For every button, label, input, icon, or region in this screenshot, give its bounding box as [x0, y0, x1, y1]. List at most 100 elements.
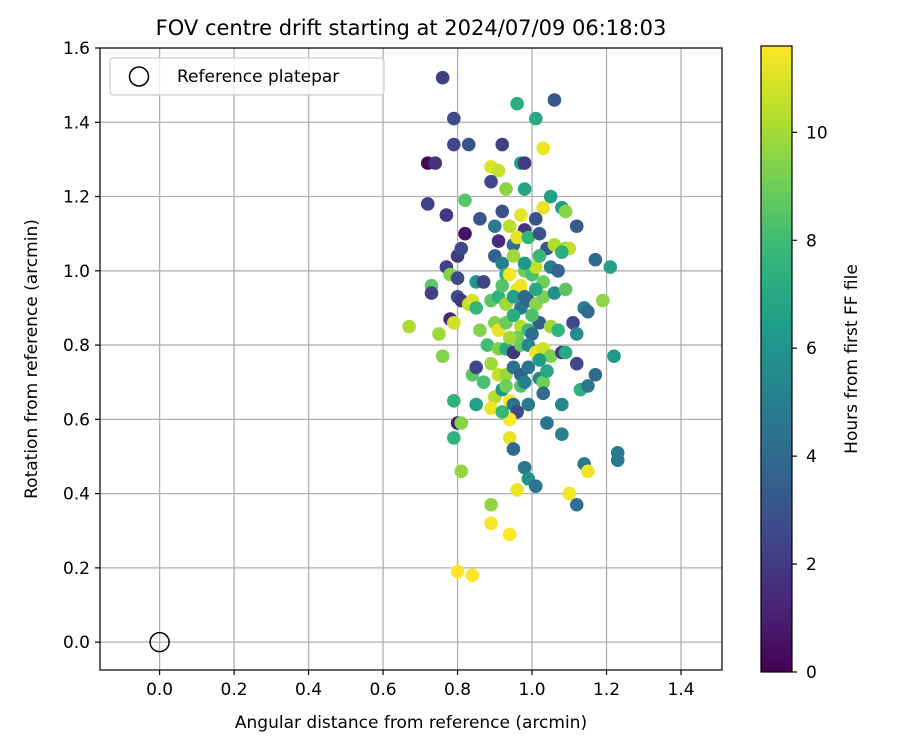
scatter-point	[603, 260, 618, 274]
scatter-point	[517, 182, 532, 196]
scatter-point	[569, 219, 584, 234]
scatter-point	[521, 397, 536, 412]
scatter-point	[536, 386, 551, 401]
scatter-point	[458, 226, 472, 241]
scatter-point	[502, 219, 517, 234]
scatter-point	[428, 156, 443, 170]
scatter-point	[488, 219, 502, 234]
colorbar-tick-label: 10	[806, 123, 828, 143]
scatter-point	[510, 96, 524, 111]
scatter-point	[424, 286, 439, 300]
legend-entry-reference: Reference platepar	[177, 67, 339, 87]
colorbar-tick-label: 8	[806, 231, 817, 251]
colorbar-tick-label: 2	[806, 555, 817, 575]
scatter-point	[558, 204, 573, 219]
scatter-point	[528, 212, 543, 226]
scatter-point	[521, 360, 536, 375]
colorbar-tick-label: 6	[806, 339, 817, 359]
scatter-point	[495, 204, 510, 219]
scatter-point	[588, 252, 603, 267]
colorbar-label: Hours from first FF file	[842, 264, 862, 454]
scatter-point	[476, 275, 491, 289]
scatter-point	[506, 308, 521, 323]
scatter-point	[495, 278, 510, 293]
scatter-point	[517, 375, 532, 390]
grid	[100, 47, 722, 670]
scatter-point	[450, 564, 465, 579]
scatter-point	[525, 327, 539, 341]
scatter-point	[499, 182, 513, 196]
scatter-point	[491, 163, 506, 178]
scatter-point	[506, 290, 521, 304]
scatter-point	[525, 308, 539, 323]
scatter-point	[495, 256, 510, 271]
scatter-point	[502, 330, 517, 345]
scatter-point	[569, 356, 584, 371]
scatter-point	[532, 249, 547, 263]
scatter-point	[540, 364, 554, 378]
y-axis-ticks: 0.0 0.2 0.4 0.6 0.8 1.0 1.2 1.4 1.6	[63, 39, 100, 653]
scatter-point	[447, 137, 461, 152]
scatter-point	[465, 568, 480, 583]
scatter-point	[454, 241, 469, 256]
scatter-point	[502, 431, 517, 445]
scatter-point	[532, 353, 547, 367]
scatter-point	[581, 304, 595, 319]
scatter-point	[435, 70, 450, 85]
reference-platepar-marker	[149, 631, 170, 653]
scatter-point	[461, 137, 476, 152]
scatter-point	[480, 338, 495, 352]
scatter-point	[569, 497, 584, 512]
scatter-point	[514, 208, 528, 222]
scatter-point	[540, 416, 554, 430]
scatter-point	[555, 427, 569, 441]
scatter-point	[547, 93, 562, 107]
x-tick-label: 0.0	[146, 680, 173, 700]
x-tick-label: 1.0	[519, 680, 546, 700]
y-tick-label: 0.4	[63, 485, 90, 505]
scatter-point	[528, 260, 543, 274]
scatter-point	[439, 208, 454, 222]
scatter-point	[432, 327, 446, 341]
scatter-point	[495, 405, 510, 419]
scatter-point	[484, 497, 498, 512]
scatter-point	[454, 416, 469, 430]
scatter-points	[402, 70, 625, 583]
scatter-point	[447, 393, 461, 408]
scatter-point	[555, 397, 569, 412]
scatter-point	[558, 282, 573, 297]
scatter-point	[454, 464, 469, 479]
scatter-point	[555, 245, 569, 260]
scatter-point	[596, 293, 610, 308]
colorbar-ticks: 0 2 4 6 8 10	[792, 123, 828, 683]
scatter-point	[547, 286, 562, 300]
scatter-point	[588, 367, 603, 382]
x-tick-label: 0.4	[295, 680, 322, 700]
colorbar-tick-label: 4	[806, 447, 817, 467]
scatter-point	[447, 431, 461, 445]
scatter-point	[528, 479, 543, 493]
y-tick-label: 1.6	[63, 39, 90, 59]
scatter-point	[473, 323, 487, 338]
scatter-point	[469, 360, 483, 375]
colorbar-tick-label: 0	[806, 663, 817, 683]
plot-frame	[99, 47, 723, 671]
scatter-point	[536, 200, 551, 215]
x-tick-label: 0.2	[221, 680, 248, 700]
reference-layer	[149, 631, 170, 653]
scatter-point	[581, 379, 595, 393]
scatter-point	[514, 278, 528, 293]
scatter-point	[502, 267, 517, 282]
scatter-point	[495, 137, 510, 152]
y-axis-label: Rotation from reference (arcmin)	[22, 219, 42, 499]
y-tick-label: 1.4	[63, 113, 90, 133]
scatter-point	[610, 453, 625, 467]
scatter-point	[447, 315, 461, 330]
scatter-point	[484, 356, 498, 371]
scatter-point	[517, 290, 532, 304]
scatter-point	[484, 401, 498, 416]
legend-marker-reference	[128, 66, 150, 87]
scatter-point	[551, 323, 565, 338]
y-tick-label: 0.6	[63, 410, 90, 430]
